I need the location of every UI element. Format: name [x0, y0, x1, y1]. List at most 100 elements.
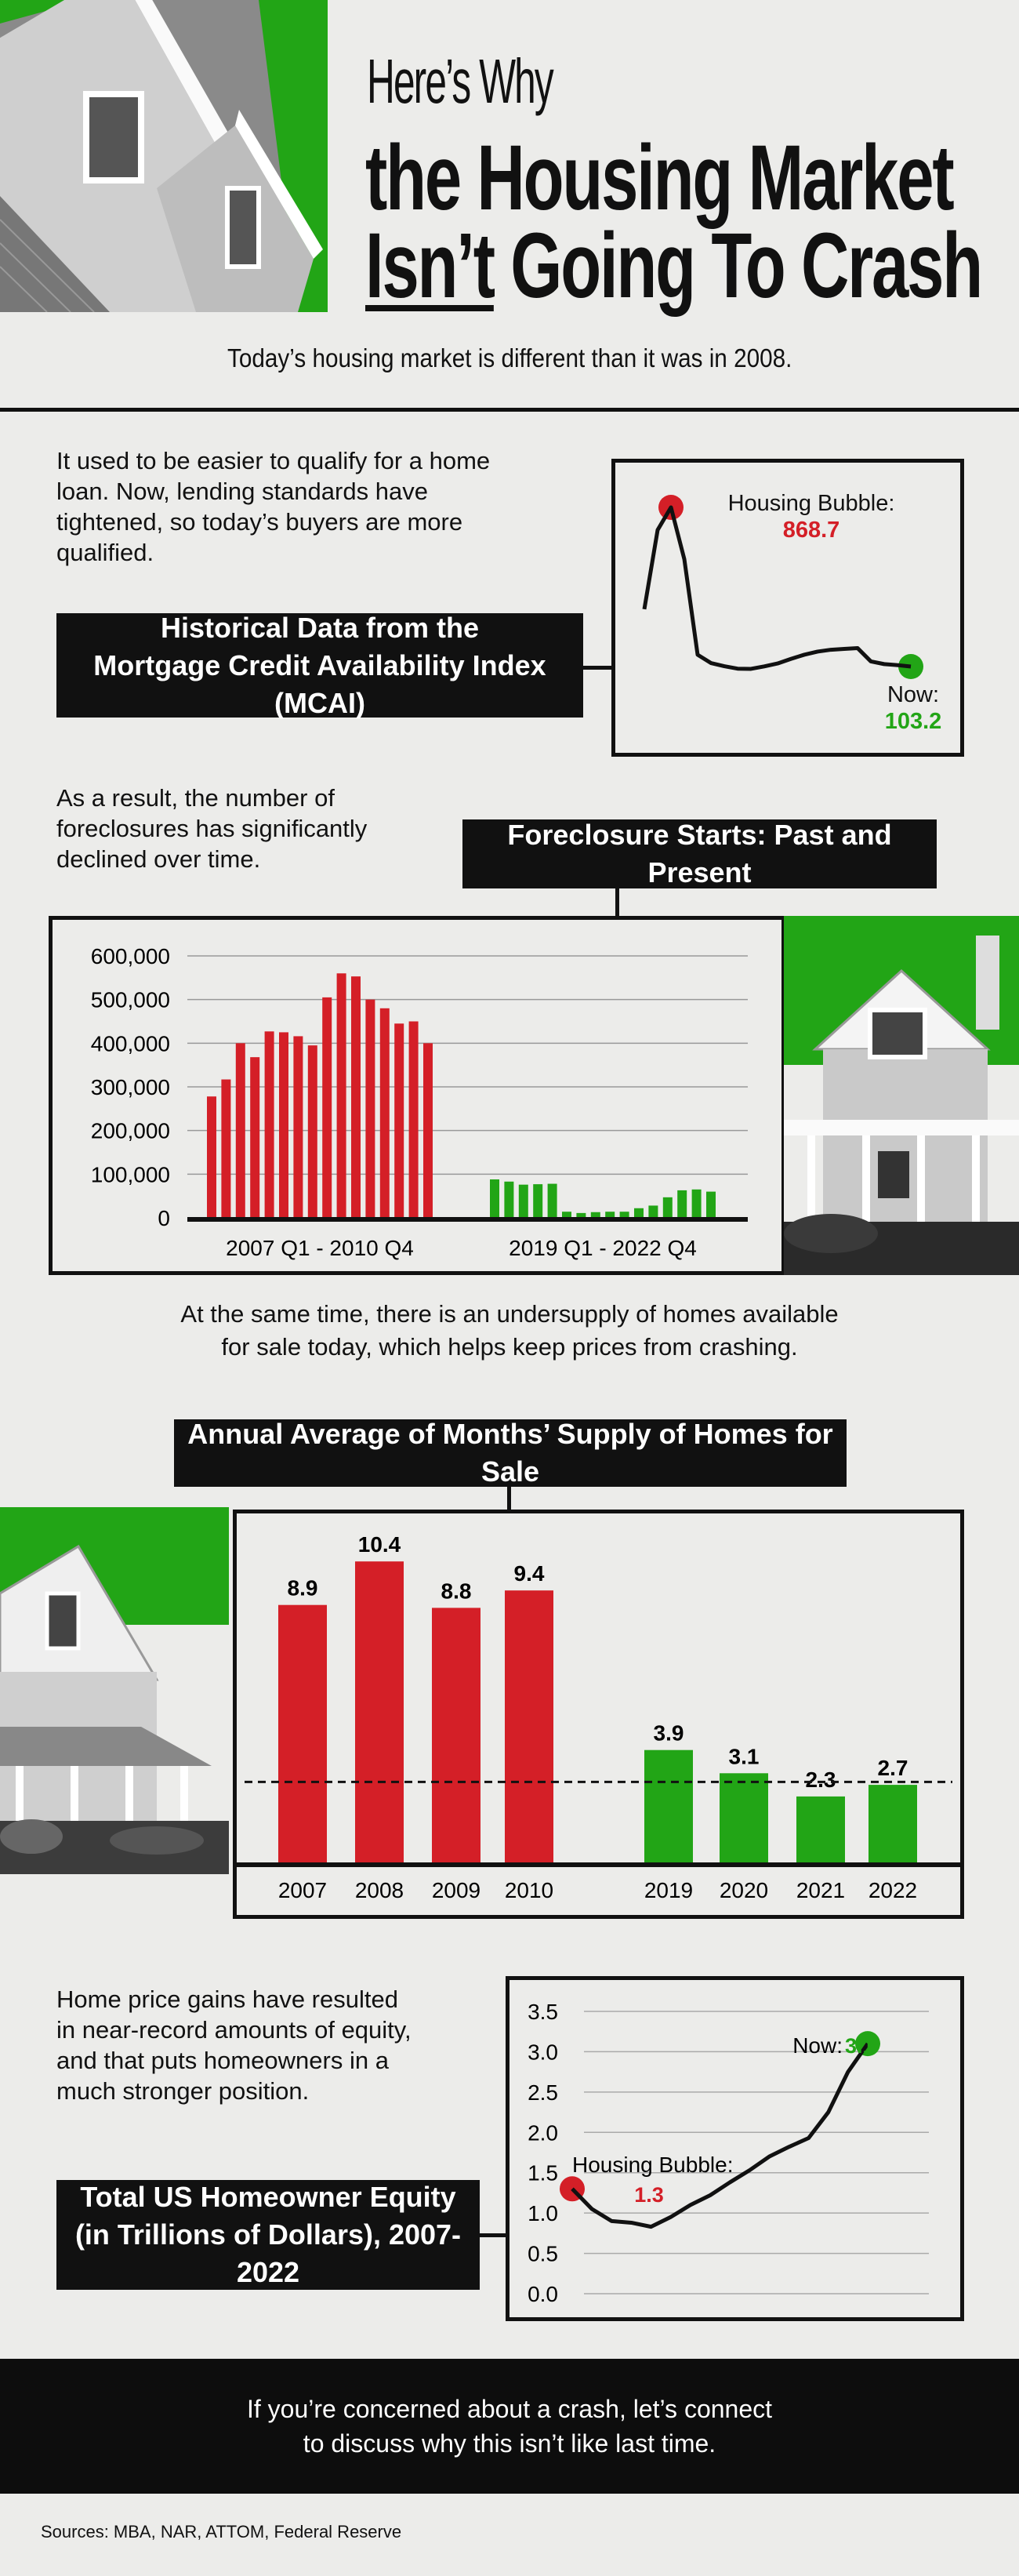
y-tick-label: 300,000: [91, 1075, 170, 1099]
y-tick-label: 600,000: [91, 944, 170, 968]
x-group-label: 2007 Q1 - 2010 Q4: [226, 1236, 414, 1260]
equity-line: [571, 2042, 870, 2229]
bar-2007-2010: [307, 1045, 317, 1218]
data-label: 10.4: [358, 1532, 401, 1557]
x-tick-label: 2021: [796, 1878, 845, 1902]
equity-label-line2: (in Trillions of Dollars), 2007-2022: [74, 2218, 462, 2288]
supply-connector: [507, 1487, 511, 1510]
data-label: 2.7: [878, 1756, 908, 1780]
bar-2019-2022: [576, 1212, 586, 1218]
foreclosure-connector: [615, 888, 619, 920]
bar-2019-2022: [648, 1205, 658, 1218]
bar-2019-2022: [562, 1212, 571, 1218]
title-line-1: Here’s Why: [367, 46, 554, 116]
supply-intro-line2: for sale today, which helps keep prices …: [221, 1333, 798, 1361]
mcai-chart: [642, 495, 923, 679]
mcai-label: Historical Data from the Mortgage Credit…: [56, 612, 583, 719]
subtitle: Today’s housing market is different than…: [227, 343, 792, 372]
bar-2007-2010: [207, 1096, 216, 1218]
bar-2007-2010: [322, 997, 332, 1218]
y-tick-label: 2.0: [528, 2120, 558, 2145]
mcai-connector: [583, 666, 613, 670]
supply-intro-text: At the same time, there is an undersuppl…: [0, 1298, 1019, 1364]
footer-cta-line1: If you’re concerned about a crash, let’s…: [246, 2395, 773, 2423]
mcai-label-line2: Mortgage Credit Availability Index (MCAI…: [93, 649, 546, 719]
bar-2007-2010: [293, 1036, 303, 1218]
house-illustration: [784, 936, 1019, 1275]
y-tick-label: 2.5: [528, 2080, 558, 2105]
y-tick-label: 3.0: [528, 2040, 558, 2064]
bar-2019-2022: [504, 1181, 514, 1218]
bar-2019-2022: [590, 1212, 600, 1218]
x-tick-label: 2007: [278, 1878, 327, 1902]
foreclosure-house-image: [784, 916, 1019, 1275]
foreclosure-label-text: Foreclosure Starts: Past and Present: [507, 819, 892, 888]
mcai-now-label: Now:: [887, 682, 940, 707]
bar-2007-2010: [336, 973, 346, 1218]
data-label: 8.8: [441, 1579, 472, 1603]
footer-cta: If you’re concerned about a crash, let’s…: [0, 2359, 1019, 2494]
data-label: 8.9: [288, 1576, 318, 1600]
bar-2007-2010: [279, 1032, 288, 1218]
supply-chart-box: 8.9 2007 10.4 2008 8.8 2009 9.4 2010 3.9 2019 3.1 2…: [233, 1510, 964, 1919]
equity-label-line1: Total US Homeowner Equity: [80, 2181, 456, 2213]
bar-2008: [355, 1561, 404, 1863]
house-illustration: [0, 1544, 229, 1874]
equity-intro-text: Home price gains have resulted in near-r…: [56, 1986, 412, 2105]
y-tick-label: 0.5: [528, 2242, 558, 2266]
bar-2020: [720, 1773, 768, 1863]
equity-chart: 0.0 0.5 1.0 1.5 2.0 2.5 3.0 3.5 Housing Bubble: 1…: [528, 2000, 929, 2306]
title-line-3: Isn’t Going To Crash: [365, 220, 1019, 312]
bar-2019-2022: [518, 1184, 528, 1218]
mcai-bubble-value: 868.7: [782, 518, 840, 543]
bar-2019-2022: [677, 1190, 687, 1218]
bar-2019-2022: [605, 1212, 615, 1218]
bar-2007-2010: [379, 1008, 390, 1218]
bar-2019-2022: [619, 1212, 629, 1218]
bubble-value: 1.3: [634, 2183, 664, 2207]
now-label: Now:: [792, 2033, 843, 2058]
mcai-now-value: 103.2: [884, 709, 942, 734]
y-tick-label: 0.0: [528, 2282, 558, 2306]
title-line-3-rest: Going To Crash: [493, 214, 983, 318]
bar-2019-2022: [691, 1189, 702, 1218]
data-label: 9.4: [514, 1561, 545, 1586]
bar-2019-2022: [634, 1208, 644, 1218]
foreclosure-chart-box: 0 100,000 200,000 300,000 400,000 500,000 600,…: [49, 916, 785, 1275]
footer-cta-line2: to discuss why this isn’t like last time…: [303, 2429, 716, 2458]
data-label: 3.1: [729, 1744, 760, 1768]
foreclosure-label: Foreclosure Starts: Past and Present: [462, 819, 937, 888]
y-tick-label: 100,000: [91, 1162, 170, 1186]
y-tick-label: 200,000: [91, 1119, 170, 1143]
mcai-label-line1: Historical Data from the: [160, 611, 480, 644]
foreclosure-intro-text: As a result, the number of foreclosures …: [56, 784, 368, 873]
mcai-chart-box: Housing Bubble: 868.7 Now: 103.2: [611, 459, 964, 757]
x-tick-label: 2009: [432, 1878, 480, 1902]
header-house-image: [0, 0, 328, 312]
bar-2007-2010: [394, 1023, 404, 1218]
bar-2007-2010: [365, 999, 375, 1218]
equity-label: Total US Homeowner Equity (in Trillions …: [56, 2180, 480, 2290]
bar-2019-2022: [706, 1191, 716, 1218]
y-tick-label: 3.5: [528, 2000, 558, 2024]
title-line-2: the Housing Market: [365, 126, 955, 230]
mcai-bubble-label: Housing Bubble:: [727, 491, 895, 516]
equity-connector: [480, 2233, 510, 2237]
mcai-line: [642, 505, 912, 671]
y-tick-label: 0: [158, 1206, 170, 1230]
bar-2019-2022: [533, 1184, 543, 1218]
foreclosure-chart: 0 100,000 200,000 300,000 400,000 500,000 600,…: [91, 944, 748, 1260]
y-tick-label: 500,000: [91, 988, 170, 1012]
data-label: 3.9: [654, 1721, 684, 1746]
x-group-label: 2019 Q1 - 2022 Q4: [509, 1236, 697, 1260]
title-isnt-underlined: Isn’t: [365, 214, 495, 318]
now-value: 3.1: [845, 2034, 875, 2058]
x-tick-label: 2010: [505, 1878, 553, 1902]
bar-2007: [278, 1604, 327, 1863]
divider: [0, 408, 1019, 412]
bar-2022: [869, 1785, 917, 1863]
bar-2007-2010: [221, 1079, 231, 1218]
supply-chart: 8.9 2007 10.4 2008 8.8 2009 9.4 2010 3.9 2019 3.1 2…: [237, 1532, 960, 1902]
data-label: 2.3: [806, 1768, 836, 1792]
bar-2019: [644, 1749, 693, 1863]
